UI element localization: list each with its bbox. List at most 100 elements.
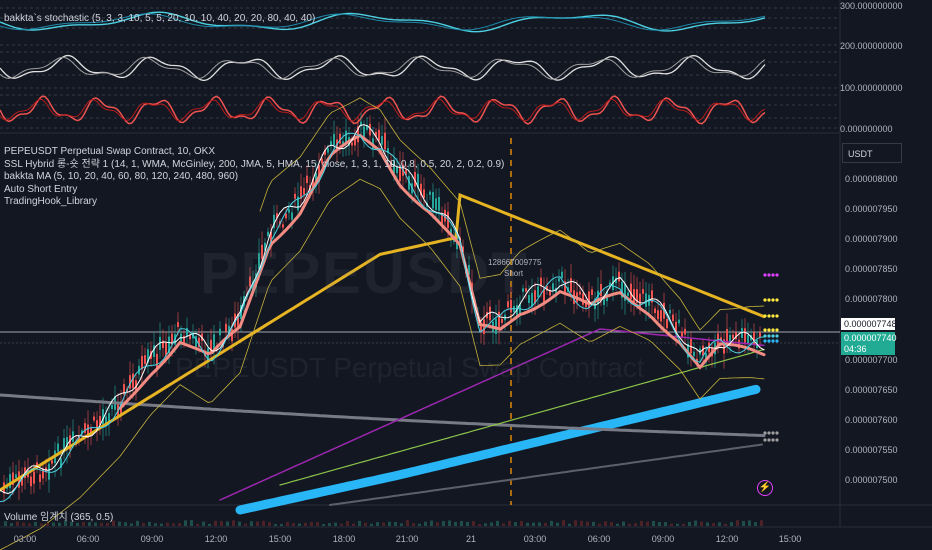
main-legend: PEPEUSDT Perpetual Swap Contract, 10, OK… [4,146,504,209]
candle [93,416,95,421]
volume-bar [640,520,643,526]
volume-bar [274,523,277,526]
legend-tradinghook[interactable]: TradingHook_Library [4,196,98,207]
ma-line-green [279,348,765,486]
lightning-icon[interactable]: ⚡ [757,480,773,496]
price-label: 0.000007800 [845,294,898,304]
candle [105,416,107,426]
volume-bar [760,520,763,526]
time-label: 06:00 [76,534,100,544]
volume-bar [76,522,79,526]
volume-bar [418,523,421,526]
candle [417,173,419,188]
volume-bar [124,522,127,526]
candle [510,299,512,313]
candle [276,213,278,219]
volume-bar [184,520,187,526]
candle [624,284,626,301]
volume-bar [700,521,703,526]
candle [177,322,179,328]
volume-bar [376,522,379,526]
ma-dot [763,273,767,277]
volume-bar [388,521,391,526]
candle [540,277,542,287]
time-label: 21:00 [395,534,419,544]
ma-dot [775,334,779,338]
candle [264,242,266,251]
candle [501,318,503,323]
volume-bar [454,521,457,526]
volume-bar [406,520,409,526]
volume-bar [538,522,541,526]
ma-dot [775,339,779,343]
currency-selector[interactable]: USDT [842,143,902,163]
time-label: 03:00 [523,534,547,544]
candle [525,288,527,292]
candle [381,136,383,145]
candle [489,306,491,321]
candle [354,138,356,146]
candle [81,430,83,434]
candle [594,298,596,310]
candle [147,349,149,363]
volume-bar [394,521,397,526]
candle [186,328,188,336]
candle [51,460,53,464]
volume-bar [310,521,313,526]
candle [405,169,407,175]
candle [249,276,251,287]
volume-bar [346,521,349,526]
candle [87,424,89,438]
candle [327,148,329,153]
candle [180,333,182,343]
candle [507,301,509,308]
volume-legend[interactable]: Volume 임계치 (365, 0.5) [4,512,114,523]
volume-bar [694,520,697,526]
volume-bar [118,521,121,526]
legend-ssl-hybrid[interactable]: SSL Hybrid 롱-숏 전략 1 (14, 1, WMA, McGinle… [4,158,505,170]
candle [288,209,290,213]
candle [225,323,227,332]
candle [168,336,170,353]
candle [15,474,17,479]
volume-bar [316,522,319,526]
ma-dot [767,431,771,435]
candle [360,121,362,127]
volume-bar [718,522,721,526]
candle [609,282,611,287]
candle [420,183,422,196]
volume-bar [82,522,85,526]
countdown-badge: 04:36 [841,343,895,355]
candle [33,471,35,484]
symbol-watermark: PEPEUSDT [200,241,529,306]
candle [318,165,320,182]
volume-bar [742,520,745,526]
candle [330,141,332,146]
stochastic-legend[interactable]: bakkta`s stochastic (5, 3, 3, 10, 5, 5, … [4,13,316,24]
candle [369,123,371,136]
time-label: 15:00 [778,534,802,544]
candle [132,373,134,389]
candle [345,130,347,143]
legend-bakkta-ma[interactable]: bakkta MA (5, 10, 20, 40, 60, 80, 120, 2… [4,171,239,182]
price-label: 0.000007650 [845,385,898,395]
candle [729,334,731,343]
candle [441,213,443,225]
price-label: 0.000007500 [845,475,898,485]
band-line [259,97,765,331]
volume-bar [100,522,103,526]
candle [285,213,287,219]
candle [546,286,548,291]
volume-bar [568,523,571,526]
legend-symbol[interactable]: PEPEUSDT Perpetual Swap Contract, 10, OK… [4,146,216,157]
candle [543,288,545,303]
time-label: 03:00 [13,534,37,544]
volume-bar [472,521,475,526]
volume-bar [628,523,631,526]
candle [195,336,197,349]
legend-auto-short[interactable]: Auto Short Entry [4,183,78,195]
stoch-line [0,11,766,33]
ma-dot [771,314,775,318]
price-label: 0.000007700 [845,355,898,365]
